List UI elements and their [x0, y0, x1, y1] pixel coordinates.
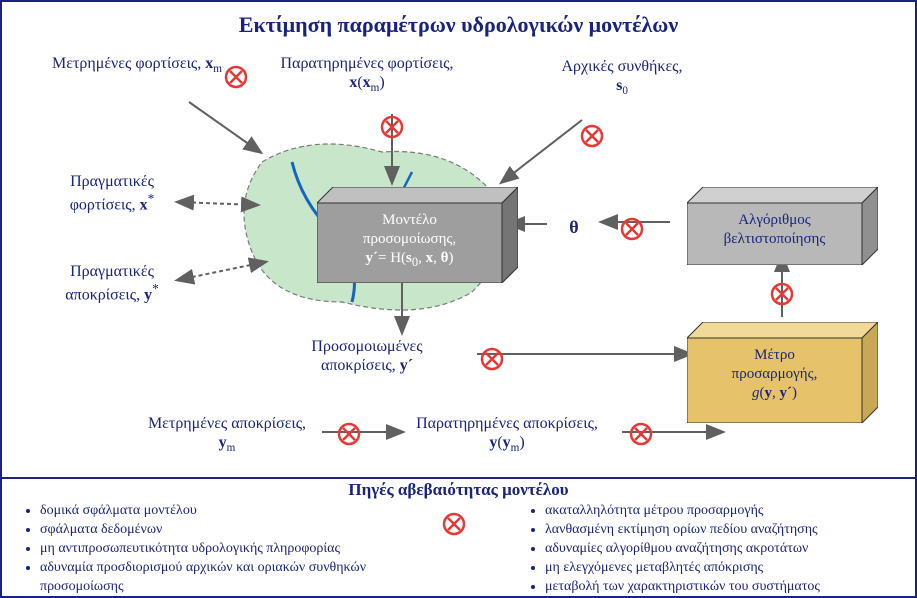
error-icon — [629, 422, 653, 446]
label-initial-conditions: Αρχικές συνθήκες, s0 — [557, 57, 687, 99]
error-icon — [620, 217, 644, 241]
footer-bullet: αδυναμίες αλγορίθμου αναζήτησης ακροτάτω… — [545, 540, 907, 559]
model-box-label: Μοντέλοπροσομοίωσης,y´= H(s0, x, θ) — [317, 211, 502, 270]
error-icon — [580, 124, 604, 148]
footer-bullet: λανθασμένη εκτίμηση ορίων πεδίου αναζήτη… — [545, 521, 907, 540]
label-theta: θ — [559, 217, 589, 239]
footer-bullets-left: δομικά σφάλματα μοντέλουσφάλματα δεδομέν… — [22, 502, 422, 596]
footer-bullet: ακαταλληλότητα μέτρου προσαρμογής — [545, 502, 907, 521]
metric-box-label: Μέτροπροσαρμογής,g(y, y´) — [687, 346, 862, 402]
error-icon — [337, 422, 361, 446]
footer-bullet: αδυναμία προσδιορισμού αρχικών και οριακ… — [40, 559, 422, 597]
label-measured-loads: Μετρημένες φορτίσεις, xm — [52, 54, 222, 77]
footer-error-icon — [442, 512, 466, 536]
error-icon — [480, 347, 504, 371]
label-observed-loads: Παρατηρημένες φορτίσεις, x(xm) — [277, 54, 457, 96]
label-observed-responses: Παρατηρημένες αποκρίσεις, y(ym) — [412, 414, 602, 456]
arrow — [502, 120, 582, 182]
footer-divider — [2, 477, 915, 479]
footer-bullet: σφάλματα δεδομένων — [40, 521, 422, 540]
error-icon — [380, 115, 404, 139]
arrow — [189, 102, 260, 152]
footer-bullet: μη αντιπροσωπευτικότητα υδρολογικής πληρ… — [40, 540, 422, 559]
metric-box: Μέτροπροσαρμογής,g(y, y´) — [687, 322, 878, 423]
label-measured-responses: Μετρημένες αποκρίσεις, ym — [142, 414, 312, 456]
arrow — [178, 262, 265, 280]
footer-title: Πηγές αβεβαιότητας μοντέλου — [2, 480, 915, 500]
diagram-frame: Εκτίμηση παραμέτρων υδρολογικών μοντέλων… — [0, 0, 917, 598]
diagram-title: Εκτίμηση παραμέτρων υδρολογικών μοντέλων — [2, 12, 915, 38]
error-icon — [224, 65, 248, 89]
footer-bullet: δομικά σφάλματα μοντέλου — [40, 502, 422, 521]
error-icon — [770, 282, 794, 306]
optimization-box: Αλγόριθμοςβελτιστοποίησης — [687, 187, 878, 265]
footer-bullets-right: ακαταλληλότητα μέτρου προσαρμογήςλανθασμ… — [527, 502, 907, 596]
model-box: Μοντέλοπροσομοίωσης,y´= H(s0, x, θ) — [317, 187, 518, 283]
label-real-loads: Πραγματικές φορτίσεις, x* — [37, 172, 187, 215]
opt-box-label: Αλγόριθμοςβελτιστοποίησης — [687, 211, 862, 249]
label-simulated-resp: Προσομοιωμένες αποκρίσεις, y´ — [277, 337, 457, 375]
arrow — [178, 202, 257, 205]
footer-bullet: μη ελεγχόμενες μεταβλητές απόκρισης — [545, 559, 907, 578]
label-real-responses: Πραγματικές αποκρίσεις, y* — [37, 262, 187, 305]
footer-bullet: μεταβολή των χαρακτηριστικών του συστήμα… — [545, 578, 907, 597]
